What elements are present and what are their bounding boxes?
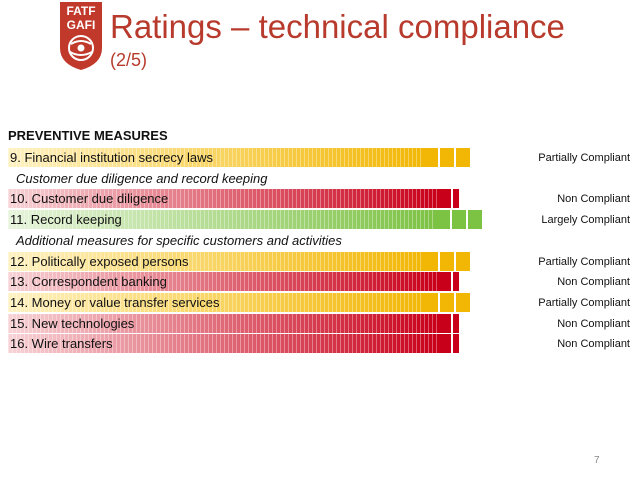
- rating-bar-non: [8, 314, 459, 333]
- requirement-label: 13. Correspondent banking: [10, 274, 167, 289]
- compliance-rating: Partially Compliant: [538, 152, 630, 164]
- compliance-rating: Partially Compliant: [538, 256, 630, 268]
- rating-bar-gradient: [8, 293, 424, 312]
- fatf-gafi-logo: FATF GAFI: [60, 2, 102, 70]
- logo-text-1: FATF: [66, 4, 95, 18]
- requirement-label: 14. Money or value transfer services: [10, 295, 220, 310]
- rating-bar-end: [424, 293, 472, 312]
- compliance-rating: Partially Compliant: [538, 297, 630, 309]
- rating-bar-end: [424, 148, 472, 167]
- section-heading: PREVENTIVE MEASURES: [8, 128, 168, 143]
- page-subtitle: (2/5): [110, 50, 148, 70]
- rating-bar-non: [8, 272, 459, 291]
- rating-bar-end: [424, 252, 472, 271]
- rating-bar-partial: [8, 293, 472, 312]
- page-title: Ratings – technical compliance: [110, 8, 565, 45]
- rating-bar-end: [436, 210, 484, 229]
- rating-bar-gradient: [8, 210, 436, 229]
- rating-bar-gradient: [8, 314, 437, 333]
- rating-row: 10. Customer due diligence Non Compliant: [0, 188, 638, 209]
- requirement-label: 12. Politically exposed persons: [10, 254, 189, 269]
- rating-bar-non: [8, 334, 459, 353]
- subsection-heading: Customer due diligence and record keepin…: [16, 171, 268, 186]
- rating-row: 16. Wire transfers Non Compliant: [0, 333, 638, 354]
- requirement-label: 10. Customer due diligence: [10, 191, 169, 206]
- requirement-label: 15. New technologies: [10, 316, 135, 331]
- requirement-label: 16. Wire transfers: [10, 336, 113, 351]
- compliance-rating: Non Compliant: [557, 338, 630, 350]
- rating-bar-gradient: [8, 334, 437, 353]
- rating-bar-non: [8, 189, 459, 208]
- rating-bar-gradient: [8, 272, 437, 291]
- compliance-rating: Non Compliant: [557, 193, 630, 205]
- rating-row: 9. Financial institution secrecy laws Par…: [0, 147, 638, 168]
- rating-bar-end: [437, 314, 459, 333]
- requirement-label: 11. Record keeping: [10, 212, 122, 227]
- rating-row: 14. Money or value transfer services Part…: [0, 292, 638, 313]
- rating-row: 12. Politically exposed persons Partially…: [0, 251, 638, 272]
- compliance-rating: Non Compliant: [557, 276, 630, 288]
- compliance-rating: Largely Compliant: [541, 214, 630, 226]
- rating-bar-gradient: [8, 148, 424, 167]
- rating-bar-gradient: [8, 252, 424, 271]
- rating-bar-gradient: [8, 189, 437, 208]
- compliance-rating: Non Compliant: [557, 318, 630, 330]
- rating-bar-end: [437, 334, 459, 353]
- logo-text-2: GAFI: [67, 18, 96, 32]
- subsection-heading: Additional measures for specific custome…: [16, 233, 342, 248]
- rating-row: 13. Correspondent banking Non Compliant: [0, 271, 638, 292]
- rating-bar-end: [437, 189, 459, 208]
- requirement-label: 9. Financial institution secrecy laws: [10, 150, 214, 165]
- page-number: 7: [594, 455, 600, 466]
- rating-bar-end: [437, 272, 459, 291]
- rating-bar-partial: [8, 148, 472, 167]
- rating-row: 11. Record keeping Largely Compliant: [0, 209, 638, 230]
- rating-bar-partial: [8, 252, 472, 271]
- rating-bar-largely: [8, 210, 484, 229]
- rating-row: 15. New technologies Non Compliant: [0, 313, 638, 334]
